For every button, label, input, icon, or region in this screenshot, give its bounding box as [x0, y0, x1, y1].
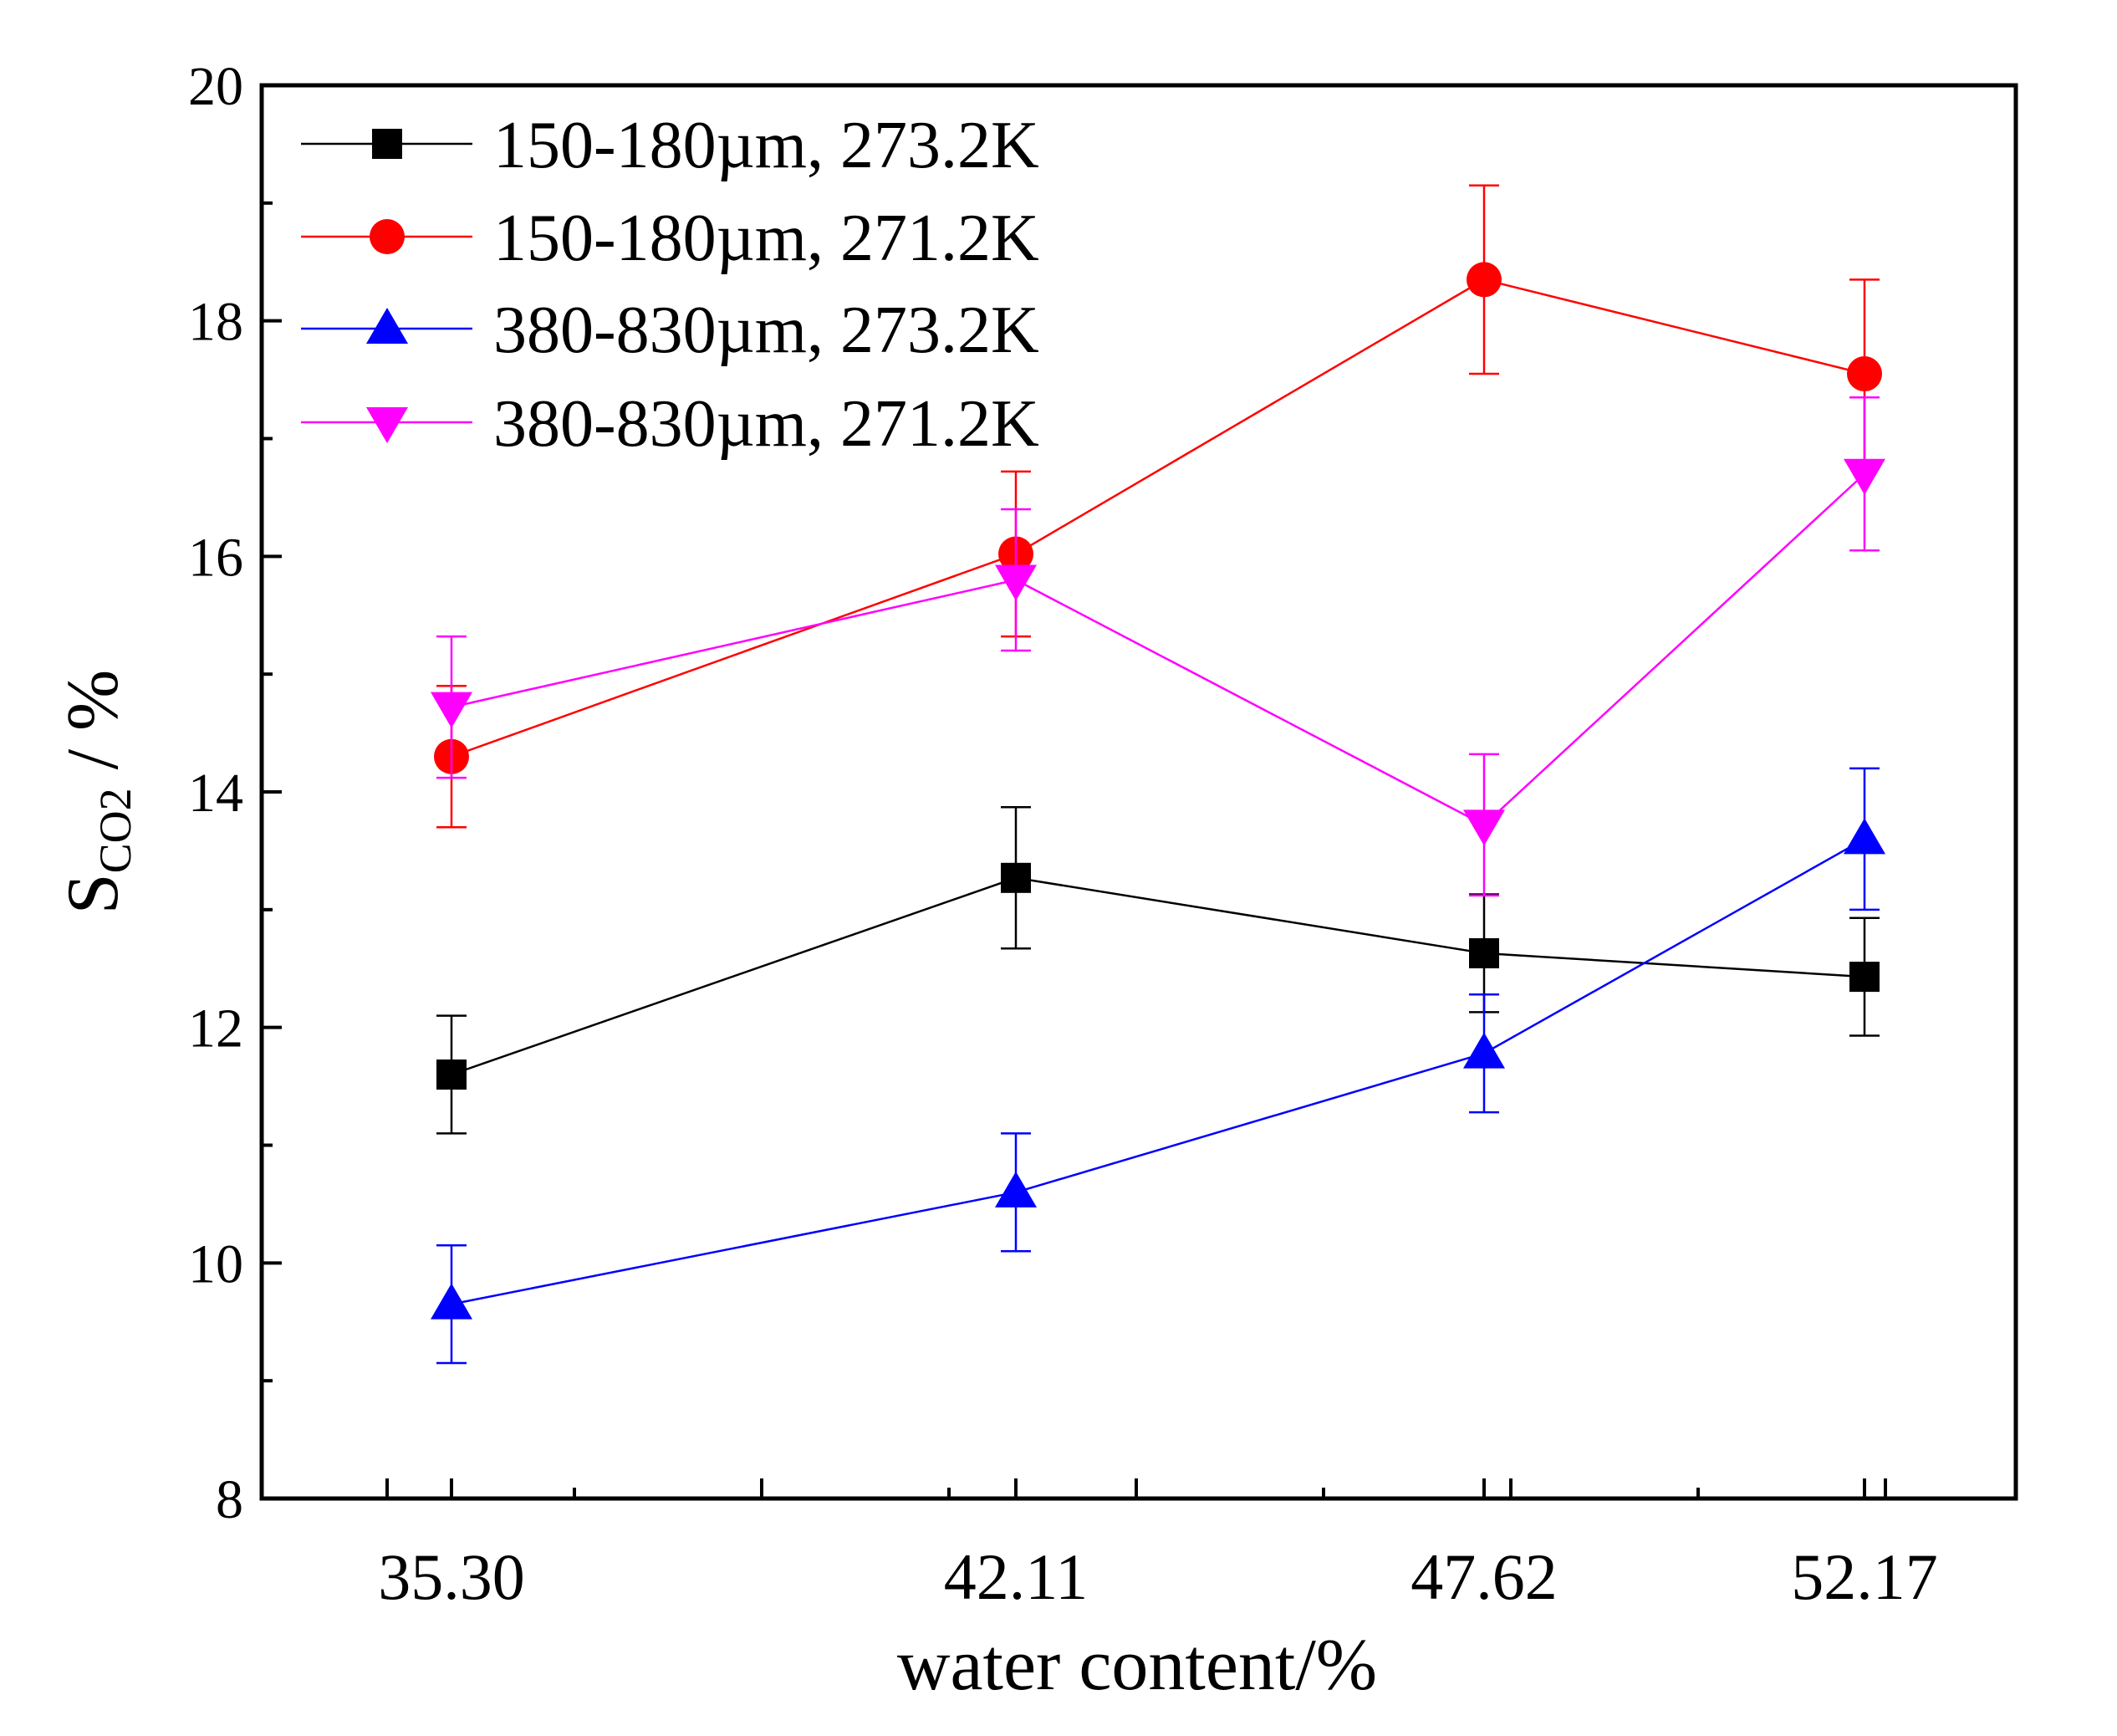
data-point [995, 1171, 1037, 1208]
legend-label: 380-830µm, 273.2K [493, 294, 1039, 367]
data-point [995, 564, 1037, 601]
series-1 [436, 806, 1880, 1135]
axis-ticks: 8 10 12 14 16 18 20 35.30 42.11 47.62 52.17 [188, 56, 1938, 1613]
y-tick-label: 14 [188, 763, 243, 824]
y-tick-label: 8 [216, 1469, 243, 1530]
legend-item: 150-180µm, 271.2K [301, 202, 1039, 275]
data-point [1463, 809, 1505, 846]
y-axis-title-main: S [53, 873, 134, 914]
series-line [451, 838, 1865, 1305]
data-point [431, 1283, 472, 1320]
series-2 [434, 184, 1882, 829]
legend-marker [372, 129, 402, 159]
y-axis-title-subscript: CO2 [90, 788, 140, 873]
data-point [1469, 937, 1499, 968]
legend-marker [366, 407, 408, 443]
y-axis-title: SCO2 / % [53, 670, 140, 915]
x-tick-label: 35.30 [378, 1540, 525, 1613]
x-tick-label: 47.62 [1410, 1540, 1558, 1613]
data-point [1467, 262, 1502, 298]
legend-label: 150-180µm, 273.2K [493, 109, 1039, 182]
x-axis-title: water content/% [897, 1625, 1377, 1706]
data-point [1463, 1032, 1505, 1069]
data-point [436, 1059, 467, 1090]
legend: 150-180µm, 273.2K 150-180µm, 271.2K 380-83… [301, 109, 1039, 461]
y-tick-label: 10 [188, 1233, 243, 1294]
y-tick-label: 12 [188, 998, 243, 1059]
y-axis-title-suffix: / % [53, 670, 134, 789]
legend-marker [366, 308, 408, 344]
data-point [431, 692, 472, 728]
legend-item: 380-830µm, 271.2K [301, 387, 1039, 461]
y-tick-label: 16 [188, 527, 243, 588]
series-line [451, 472, 1865, 826]
x-tick-label: 42.11 [944, 1540, 1089, 1613]
legend-marker [370, 219, 405, 254]
series-line [451, 876, 1865, 1076]
series-layer [431, 184, 1885, 1365]
y-tick-label: 18 [188, 292, 243, 353]
y-tick-label: 20 [188, 56, 243, 117]
x-tick-label: 52.17 [1791, 1540, 1938, 1613]
legend-item: 150-180µm, 273.2K [301, 109, 1039, 182]
legend-label: 150-180µm, 271.2K [493, 202, 1039, 275]
legend-label: 380-830µm, 271.2K [493, 387, 1039, 461]
legend-item: 380-830µm, 273.2K [301, 294, 1039, 367]
data-point [1847, 356, 1882, 392]
data-point [1849, 962, 1880, 993]
series-line [451, 278, 1865, 758]
data-point [1001, 862, 1031, 893]
data-point [1844, 818, 1885, 855]
series-4 [431, 396, 1885, 897]
data-point [1844, 458, 1885, 495]
series-3 [431, 767, 1885, 1365]
